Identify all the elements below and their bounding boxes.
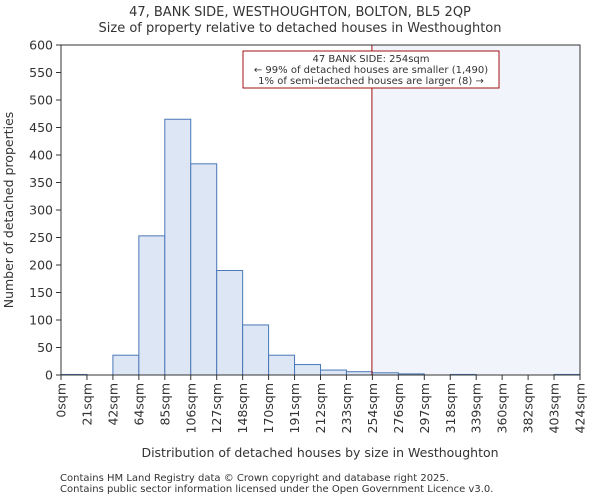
x-tick-label: 148sqm: [235, 383, 250, 433]
x-tick-label: 191sqm: [287, 383, 302, 433]
y-tick-label: 400: [29, 148, 53, 163]
y-tick-label: 200: [29, 258, 53, 273]
x-tick-label: 360sqm: [495, 383, 510, 433]
x-tick-label: 403sqm: [547, 383, 562, 433]
y-tick-label: 300: [29, 203, 53, 218]
y-tick-label: 250: [29, 230, 53, 245]
y-tick-label: 0: [45, 368, 53, 383]
annotation-border: [242, 50, 500, 89]
footer-line-2: Contains public sector information licen…: [60, 484, 494, 495]
x-tick-label: 212sqm: [313, 383, 328, 433]
x-tick-label: 64sqm: [131, 383, 146, 426]
x-tick-label: 85sqm: [157, 383, 172, 426]
annotation-box: 47 BANK SIDE: 254sqm ← 99% of detached h…: [242, 50, 500, 89]
bar: [320, 369, 347, 376]
x-tick-label: 170sqm: [261, 383, 276, 433]
annotation-line-3: 1% of semi-detached houses are larger (8…: [258, 76, 484, 87]
y-axis-label: Number of detached properties: [1, 112, 16, 309]
footer-line-1: Contains HM Land Registry data © Crown c…: [60, 473, 449, 484]
x-tick-label: 233sqm: [339, 383, 354, 433]
x-tick-label: 106sqm: [183, 383, 198, 433]
x-tick-label: 127sqm: [209, 383, 224, 433]
y-tick-label: 50: [37, 340, 53, 355]
bar: [294, 364, 321, 376]
x-tick-label: 276sqm: [391, 383, 406, 433]
x-tick-label: 424sqm: [573, 383, 588, 433]
highlight-region: [371, 45, 580, 375]
chart-subtitle: Size of property relative to detached ho…: [99, 21, 502, 36]
x-axis-label: Distribution of detached houses by size …: [141, 445, 498, 460]
y-tick-label: 150: [29, 285, 53, 300]
y-tick-label: 550: [29, 65, 53, 80]
bar: [138, 235, 166, 376]
annotation-line-1: 47 BANK SIDE: 254sqm: [312, 54, 429, 65]
y-tick-label: 350: [29, 175, 53, 190]
bar: [190, 163, 218, 376]
x-tick-label: 382sqm: [521, 383, 536, 433]
x-tick-label: 42sqm: [105, 383, 120, 426]
y-tick-label: 600: [29, 38, 53, 53]
annotation-line-2: ← 99% of detached houses are smaller (1,…: [254, 65, 488, 76]
x-tick-label: 21sqm: [79, 383, 94, 426]
bar: [268, 354, 296, 376]
bar: [216, 270, 244, 376]
bar: [112, 354, 140, 376]
x-tick-label: 254sqm: [365, 383, 380, 433]
bar: [242, 324, 270, 376]
x-tick-label: 339sqm: [469, 383, 484, 433]
x-tick-label: 318sqm: [443, 383, 458, 433]
y-tick-label: 500: [29, 93, 53, 108]
x-tick-label: 297sqm: [417, 383, 432, 433]
x-tick-label: 0sqm: [54, 383, 69, 418]
chart-title: 47, BANK SIDE, WESTHOUGHTON, BOLTON, BL5…: [129, 5, 471, 20]
bar: [164, 118, 192, 376]
y-tick-label: 450: [29, 120, 53, 135]
y-tick-label: 100: [29, 313, 53, 328]
